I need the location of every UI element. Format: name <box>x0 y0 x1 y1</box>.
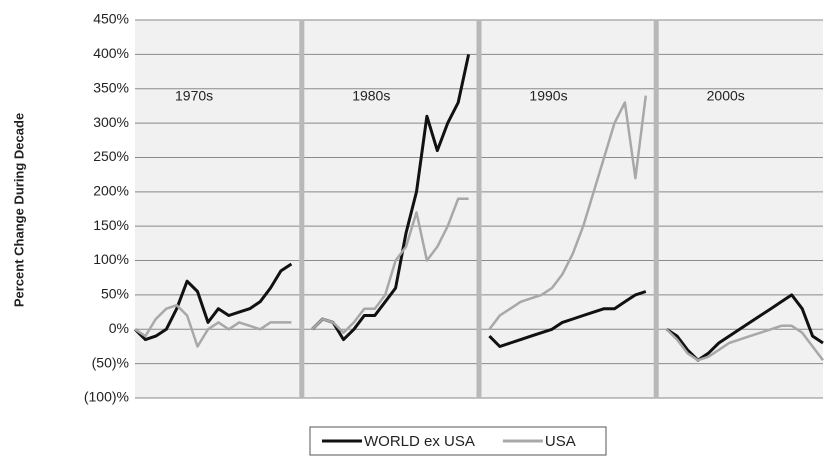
y-tick-label: 250% <box>93 148 129 164</box>
y-tick-label: (100)% <box>84 389 129 405</box>
y-tick-label: (50)% <box>92 354 129 370</box>
decade-label: 1990s <box>529 87 567 103</box>
y-tick-label: 50% <box>101 286 129 302</box>
y-tick-label: 400% <box>93 45 129 61</box>
legend-label: USA <box>545 433 576 450</box>
decade-label: 1980s <box>352 87 390 103</box>
y-axis-label: Percent Change During Decade <box>11 113 26 307</box>
y-tick-label: 350% <box>93 79 129 95</box>
decade-label: 2000s <box>707 87 745 103</box>
series-line <box>134 95 824 362</box>
y-tick-label: 0% <box>109 320 129 336</box>
series-line <box>133 54 824 362</box>
y-tick-label: 300% <box>93 114 129 130</box>
decade-label: 1970s <box>175 87 213 103</box>
y-tick-label: 450% <box>93 11 129 27</box>
y-tick-label: 200% <box>93 183 129 199</box>
y-tick-label: 100% <box>93 251 129 267</box>
y-tick-label: 150% <box>93 217 129 233</box>
legend-label: WORLD ex USA <box>364 433 475 450</box>
